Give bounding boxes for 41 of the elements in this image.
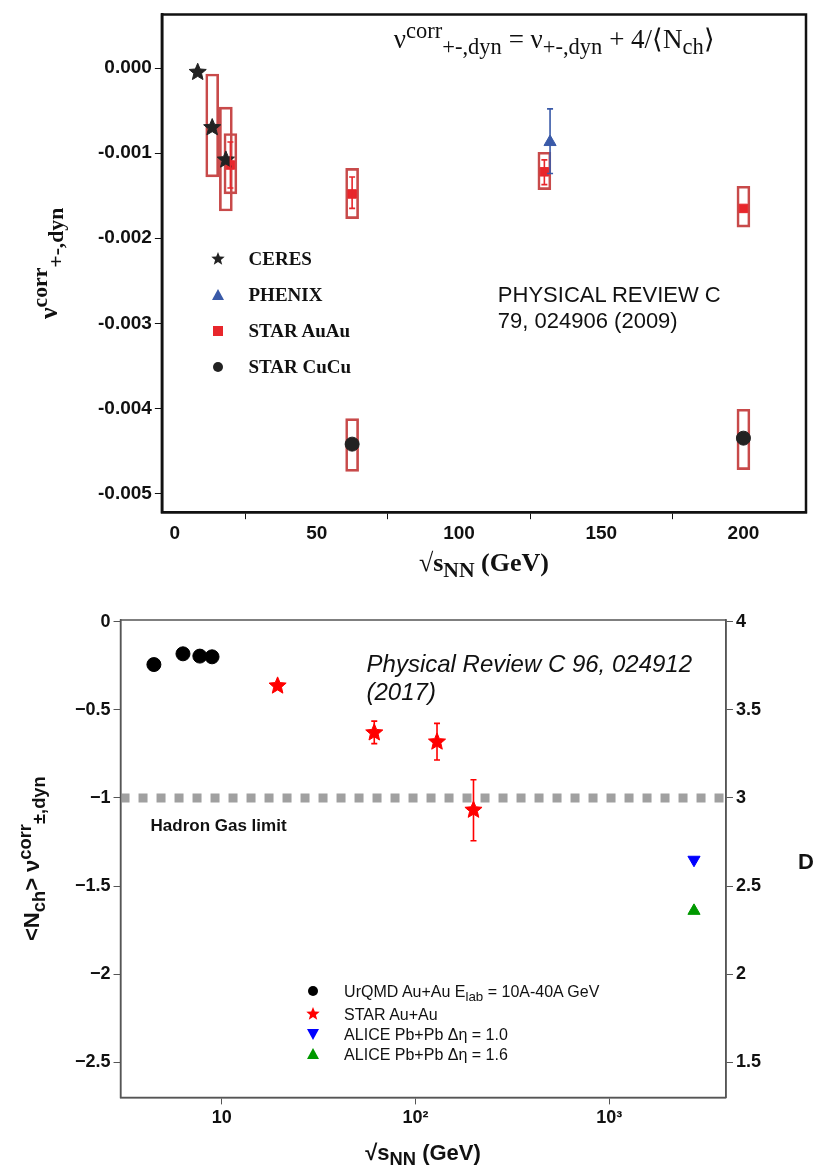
x-tick-label: 150: [585, 521, 618, 543]
legend-label: STAR AuAu: [248, 320, 351, 342]
legend-label: CERES: [248, 248, 312, 270]
y-tick-label: -0.002: [98, 226, 152, 248]
y2-tick-label: 2: [735, 963, 746, 984]
legend-label: STAR CuCu: [248, 356, 352, 378]
x-tick-label: 100: [443, 521, 475, 543]
legend-label: STAR Au+Au: [344, 1006, 438, 1023]
y2-tick-label: 4: [735, 610, 746, 631]
y2-tick-label: 1.5: [735, 1051, 762, 1072]
y-tick-label: -0.003: [98, 311, 152, 333]
y-tick-label: 0.000: [104, 56, 152, 78]
ref-line-label: Hadron Gas limit: [150, 815, 287, 835]
annotation: ν$^{corr}$$_{+-,dyn}$ = ν$_{+-,dyn}$ + 4/⟨N$_{ch}$⟩: [393, 18, 715, 61]
x-tick-label: 200: [727, 521, 760, 543]
y-tick-label: −2: [90, 963, 111, 984]
x-axis-title: √s$_{NN}$ (GeV): [365, 1140, 481, 1166]
y2-tick-label: 3: [735, 786, 746, 807]
legend-label: ALICE Pb+Pb Δη = 1.6: [344, 1046, 508, 1063]
x-tick-label: 10: [211, 1107, 232, 1128]
x-axis-title: √s$_{NN}$ (GeV): [418, 548, 549, 584]
annotation: PHYSICAL REVIEW C 79, 024906 (2009): [497, 282, 722, 333]
y-tick-label: −1.5: [74, 874, 111, 895]
y-tick-label: −0.5: [74, 698, 111, 719]
x-tick-label: 10³: [596, 1107, 623, 1128]
y2-tick-label: 3.5: [735, 698, 762, 719]
annotation: Physical Review C 96, 024912 (2017): [366, 650, 694, 706]
y-tick-label: 0: [100, 610, 111, 631]
x-tick-label: 0: [169, 521, 180, 543]
y2-axis-title: D: [798, 848, 814, 875]
x-tick-label: 50: [306, 521, 328, 543]
y-tick-label: −2.5: [74, 1051, 111, 1072]
y-tick-label: −1: [90, 786, 111, 807]
y-tick-label: -0.005: [98, 481, 153, 503]
legend-label: ALICE Pb+Pb Δη = 1.0: [344, 1026, 508, 1043]
y-tick-label: -0.004: [98, 396, 153, 418]
legend-label: PHENIX: [248, 284, 323, 306]
y-tick-label: -0.001: [98, 141, 153, 163]
legend-label: UrQMD Au+Au E$_{lab}$ = 10A-40A GeV: [344, 982, 600, 1004]
y2-tick-label: 2.5: [735, 874, 762, 895]
x-tick-label: 10²: [402, 1107, 429, 1128]
